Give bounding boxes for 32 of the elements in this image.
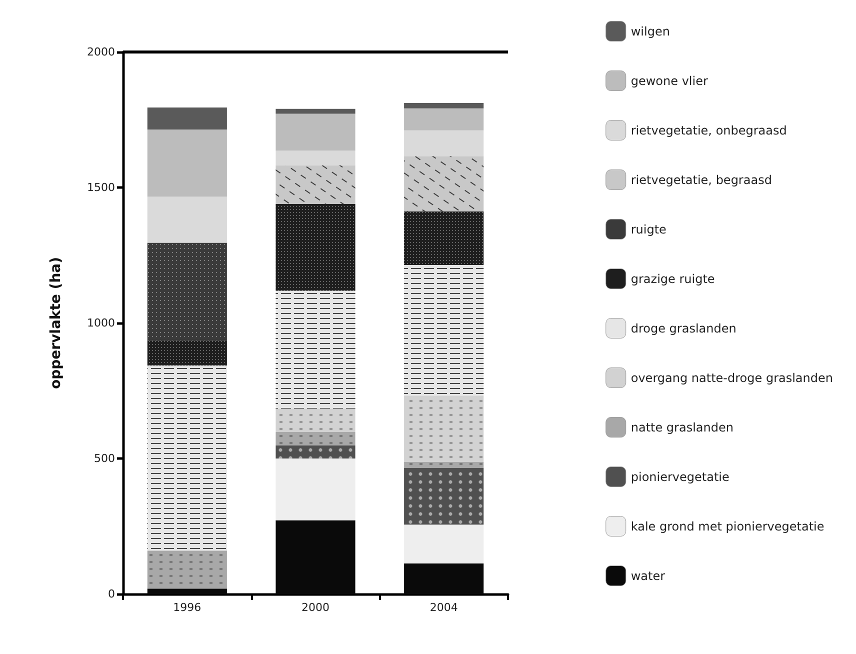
legend-label: overgang natte-droge graslanden bbox=[630, 370, 834, 385]
bar bbox=[147, 130, 227, 197]
legend-label: wilgen bbox=[630, 24, 670, 38]
x-tick-label: 2000 bbox=[302, 601, 330, 614]
bar bbox=[404, 102, 484, 108]
y-axis-title: oppervlakte (ha) bbox=[48, 256, 64, 390]
bar bbox=[404, 130, 484, 156]
legend-label: gewone vlier bbox=[630, 74, 708, 88]
legend-label: droge graslanden bbox=[630, 321, 736, 336]
legend-label: water bbox=[630, 568, 666, 583]
bar bbox=[276, 458, 356, 520]
legend-label: grazige ruigte bbox=[630, 272, 715, 286]
bar bbox=[147, 108, 227, 130]
legend-label: natte graslanden bbox=[630, 420, 734, 434]
legend-label: ruigte bbox=[630, 222, 666, 236]
bar bbox=[276, 114, 356, 151]
legend-label: rietvegetatie, begraasd bbox=[630, 172, 772, 187]
bar bbox=[276, 108, 356, 114]
x-tick-label: 1996 bbox=[173, 601, 202, 614]
y-tick-label: 1000 bbox=[87, 316, 115, 330]
bar bbox=[147, 196, 227, 243]
y-tick-label: 500 bbox=[94, 452, 115, 465]
legend-label: rietvegetatie, onbegraasd bbox=[630, 123, 787, 138]
legend-label: kale grond met pioniervegetatie bbox=[630, 519, 824, 534]
y-tick-label: 2000 bbox=[87, 46, 115, 58]
bar bbox=[276, 150, 356, 166]
x-tick-label: 2004 bbox=[430, 601, 458, 614]
legend-label: pioniervegetatie bbox=[630, 470, 730, 484]
y-tick-label: 0 bbox=[108, 588, 115, 600]
bar bbox=[404, 108, 484, 130]
bar bbox=[404, 524, 484, 564]
y-tick-label: 1500 bbox=[87, 181, 115, 194]
